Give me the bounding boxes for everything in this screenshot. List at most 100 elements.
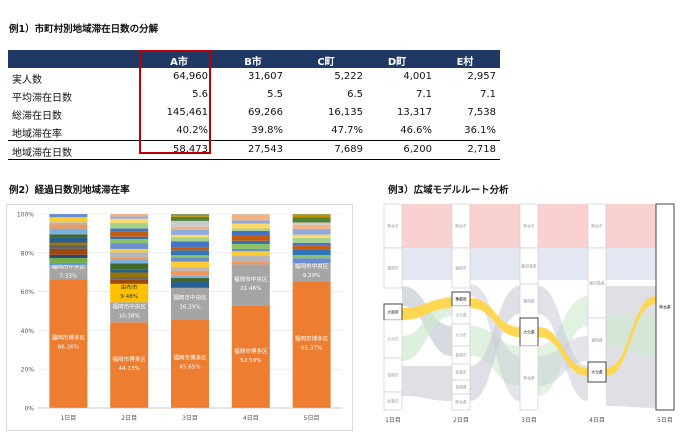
- y-tick-label: 0%: [24, 406, 34, 413]
- table-cell: 145,461: [166, 107, 208, 118]
- bar-segment-other: [49, 228, 88, 235]
- sankey-node-label: 福岡県: [523, 299, 535, 304]
- bar-segment-other: [171, 275, 209, 278]
- sankey-node-label: 熊本県: [455, 400, 467, 405]
- flow: [402, 366, 452, 401]
- table-row: 平均滞在日数 5.6 5.5 6.5 7.1 7.1: [8, 86, 500, 104]
- data-label: 福岡市中央区: [52, 262, 86, 270]
- table-cell: 6.5: [347, 89, 363, 100]
- x-tick-label: 1日目: [60, 415, 76, 422]
- bar-segment-other: [171, 277, 209, 283]
- bar-segment-other: [292, 217, 331, 223]
- x-tick-label: 2日目: [121, 415, 137, 422]
- section-title-1: 例1）市町村別地域滞在日数の分解: [9, 24, 159, 35]
- row-label: 総滞在日数: [12, 111, 62, 122]
- table-cell: 69,266: [248, 107, 283, 118]
- column-header: A市: [170, 57, 188, 68]
- bar-segment-other: [110, 231, 149, 237]
- table-cell: 31,607: [248, 71, 283, 82]
- x-tick-label: 3日目: [182, 415, 198, 422]
- data-label: 16.29%: [179, 305, 200, 311]
- table-header-row: A市 B市 C町 D町 E村: [8, 50, 500, 68]
- bar-segment-other: [171, 226, 209, 230]
- flow-band: [402, 248, 452, 280]
- section-title-3: 例3）広域モデルルート分析: [388, 185, 509, 196]
- bar-segment-other: [49, 244, 88, 249]
- bar-segment-other: [171, 257, 209, 262]
- bar-segment-other: [110, 236, 149, 240]
- table-cell: 2,957: [467, 71, 496, 82]
- bar-segment: [110, 283, 149, 303]
- bar-segment: [110, 322, 149, 408]
- sankey-node-label: 福岡県: [591, 338, 603, 343]
- bar-segment-other: [231, 223, 270, 229]
- sankey-node-label: 大阪府: [387, 310, 399, 315]
- column-label: 5日目: [657, 417, 673, 424]
- section-title-2: 例2）経過日数別地域滞在率: [9, 185, 130, 196]
- data-label: 福岡市中央区: [173, 294, 207, 302]
- bar-segment-other: [231, 261, 270, 265]
- bar-segment-other: [110, 269, 149, 273]
- bar-segment-other: [231, 243, 270, 249]
- bar-segment-other: [171, 282, 209, 288]
- table-cell: 46.6%: [400, 125, 432, 136]
- data-label: 福岡市博多区: [234, 347, 268, 355]
- bar-segment-other: [49, 217, 88, 223]
- bar-segment-other: [49, 237, 88, 243]
- sankey-node: [587, 361, 607, 383]
- bar-segment-other: [292, 224, 331, 229]
- bar-segment-other: [171, 255, 209, 258]
- sankey-node: [655, 203, 675, 411]
- column-label: 3日目: [521, 417, 537, 424]
- data-label: 66.26%: [58, 345, 79, 351]
- y-tick-label: 100%: [17, 212, 34, 219]
- bar-segment-other: [292, 234, 331, 238]
- data-label: 福岡市中央区: [234, 275, 268, 283]
- table-cell: 5,222: [334, 71, 363, 82]
- data-label: 福岡市博多区: [112, 355, 146, 363]
- data-label: 福岡市中央区: [112, 302, 146, 310]
- bar-segment-other: [231, 255, 270, 262]
- data-label: 65.37%: [301, 346, 322, 352]
- bar-segment-other: [171, 214, 209, 217]
- bar-segment: [171, 319, 209, 408]
- sankey-node-label: 大分市: [455, 333, 467, 338]
- column-label: 1日目: [385, 417, 401, 424]
- sankey-node-label: 長崎県: [455, 385, 467, 390]
- sankey-node-label: 鹿児島県: [589, 281, 604, 286]
- bar-segment-other: [231, 214, 270, 215]
- sankey-node: [451, 247, 471, 289]
- flow-band: [606, 204, 656, 248]
- column-header: D町: [387, 57, 407, 68]
- bar-segment-other: [49, 242, 88, 245]
- y-tick-label: 40%: [21, 328, 35, 335]
- table-cell: 7.1: [480, 89, 496, 100]
- sankey-node-label: 佐賀市: [387, 399, 399, 404]
- sankey-node-label: 福岡市: [387, 266, 399, 271]
- sankey-node-label: 熊本市: [523, 224, 535, 229]
- bar-segment-other: [110, 243, 149, 249]
- table-row: 総滞在日数 145,461 69,266 16,135 13,317 7,538: [8, 104, 500, 122]
- table-cell: 64,960: [173, 71, 208, 82]
- sankey-node-label: 鹿児島県: [521, 264, 536, 269]
- sankey-node-label: 長崎市: [455, 353, 467, 358]
- bar-segment-other: [231, 230, 270, 235]
- stacked-bar-chart: 0% 20% 40% 60% 80% 100% 福岡市博多区 66.26% 福岡市中央区 7.33…: [6, 204, 353, 431]
- bar-segment-other: [110, 239, 149, 244]
- bar-segment: [171, 287, 209, 320]
- bar-segment: [110, 302, 149, 323]
- bar-segment-other: [171, 214, 209, 215]
- bar-segment-other: [231, 251, 270, 256]
- bar-segment-other: [292, 245, 331, 250]
- sankey-node-label: 熊本県: [659, 305, 671, 310]
- sankey-node: [451, 393, 471, 411]
- sankey-node-label: 熊本市: [387, 224, 399, 229]
- column-header: B市: [244, 57, 262, 68]
- bar-segment-other: [110, 279, 149, 284]
- data-label: 7.33%: [60, 273, 78, 279]
- y-tick-label: 80%: [21, 250, 35, 257]
- bar-segment-other: [171, 250, 209, 256]
- bar-segment-other: [110, 248, 149, 253]
- bar-segment-other: [171, 237, 209, 242]
- bar-segment-other: [292, 228, 331, 235]
